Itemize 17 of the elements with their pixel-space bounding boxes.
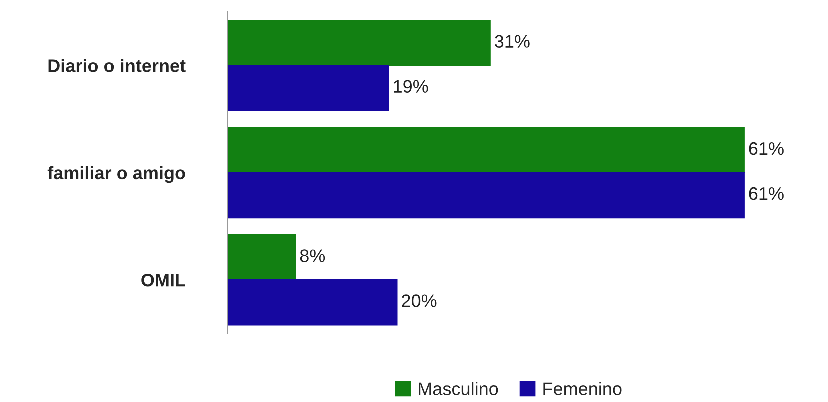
legend-label: Masculino xyxy=(419,382,498,396)
data-label: 61% xyxy=(749,142,784,156)
bar xyxy=(228,172,745,219)
data-label: 61% xyxy=(749,187,784,200)
data-label: 8% xyxy=(300,250,326,262)
bar xyxy=(228,127,745,174)
y-tick-label: familiar o amigo xyxy=(48,166,186,184)
data-label: 19% xyxy=(394,80,428,94)
y-tick-label: OMIL xyxy=(142,274,186,287)
data-label: 20% xyxy=(402,294,437,308)
bar xyxy=(228,234,296,281)
bar xyxy=(228,64,390,112)
y-tick-label: Diario o internet xyxy=(48,59,186,72)
bar xyxy=(228,279,398,326)
bar xyxy=(228,20,491,66)
legend-label: Femenino xyxy=(544,382,622,396)
data-label: 31% xyxy=(495,35,530,48)
